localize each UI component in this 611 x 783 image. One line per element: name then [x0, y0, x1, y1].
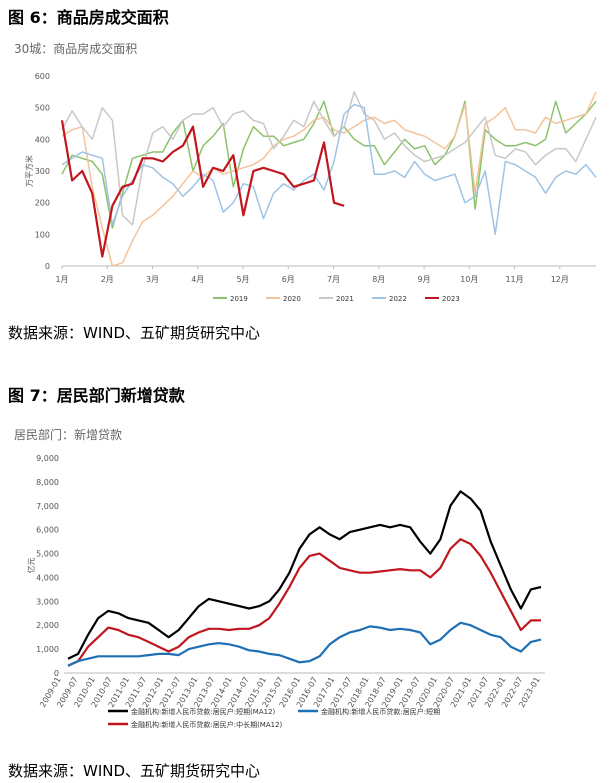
y-tick-label: 1,000: [36, 645, 59, 654]
x-tick-label: 2月: [101, 275, 114, 284]
x-tick-label: 9月: [417, 275, 430, 284]
series-line-1: [67, 538, 541, 667]
series-line-2023: [60, 120, 345, 258]
legend-label: 2021: [336, 295, 354, 303]
y-tick-label: 2,000: [36, 621, 59, 630]
x-tick-label: 6月: [282, 275, 295, 284]
y-axis-label: 亿元: [26, 558, 36, 574]
x-tick-label: 12月: [551, 275, 569, 284]
y-tick-label: 5,000: [36, 550, 59, 559]
legend-label: 金融机构:新增人民币贷款:居民户:短期(MA12): [131, 707, 276, 716]
series-line-0: [67, 490, 542, 660]
y-tick-label: 500: [35, 104, 50, 113]
y-axis-label: 万平方米: [24, 155, 34, 187]
y-tick-label: 0: [54, 669, 59, 678]
y-tick-label: 200: [35, 199, 50, 208]
series-line-2019: [61, 100, 597, 229]
series-line-2021: [61, 91, 597, 226]
chart-household-new-loans: 0 1,000 2,000 3,000 4,000 5,000 6,000 7,000 8,00…: [26, 454, 545, 729]
legend-label: 2022: [389, 295, 407, 303]
y-tick-label: 4,000: [36, 573, 59, 582]
figure6-title: 图 6：商品房成交面积: [8, 8, 169, 27]
x-tick-label: 5月: [236, 275, 249, 284]
y-tick-label: 100: [35, 230, 50, 239]
x-tick-label: 1月: [55, 275, 68, 284]
figure6-subtitle: 30城：商品房成交面积: [14, 42, 138, 56]
figure7-title: 图 7：居民部门新增贷款: [8, 386, 185, 405]
series-line-2: [67, 621, 542, 667]
x-tick-label: 4月: [191, 275, 204, 284]
figure7-source: 数据来源：WIND、五矿期货研究中心: [8, 762, 261, 780]
y-tick-label: 400: [35, 135, 50, 144]
x-tick-label: 10月: [460, 275, 478, 284]
legend-label: 2020: [283, 295, 301, 303]
y-tick-label: 8,000: [36, 478, 59, 487]
legend-label: 金融机构:新增人民币贷款:居民户:中长期(MA12): [131, 720, 283, 729]
x-tick-label: 7月: [327, 275, 340, 284]
figure6-source: 数据来源：WIND、五矿期货研究中心: [8, 324, 261, 342]
y-tick-label: 300: [35, 167, 50, 176]
legend-label: 2023: [442, 295, 460, 303]
legend-label: 2019: [230, 295, 248, 303]
chart-housing-transaction-area: 0 100 200 300 400 500 600 1月 2月 3月 4月 5月 6月 7月 8月 9月 10月…: [24, 72, 597, 303]
y-tick-label: 6,000: [36, 526, 59, 535]
legend-label: 金融机构:新增人民币贷款:居民户:短期: [321, 707, 440, 716]
series-line-2020: [61, 91, 597, 267]
y-tick-label: 7,000: [36, 502, 59, 511]
y-tick-label: 600: [35, 72, 50, 81]
x-tick-label: 3月: [146, 275, 159, 284]
y-tick-label: 0: [45, 262, 50, 271]
y-tick-label: 3,000: [36, 597, 59, 606]
figure7-subtitle: 居民部门：新增贷款: [14, 428, 123, 442]
x-tick-label: 8月: [372, 275, 385, 284]
x-tick-label: 11月: [505, 275, 523, 284]
y-tick-label: 9,000: [36, 454, 59, 463]
